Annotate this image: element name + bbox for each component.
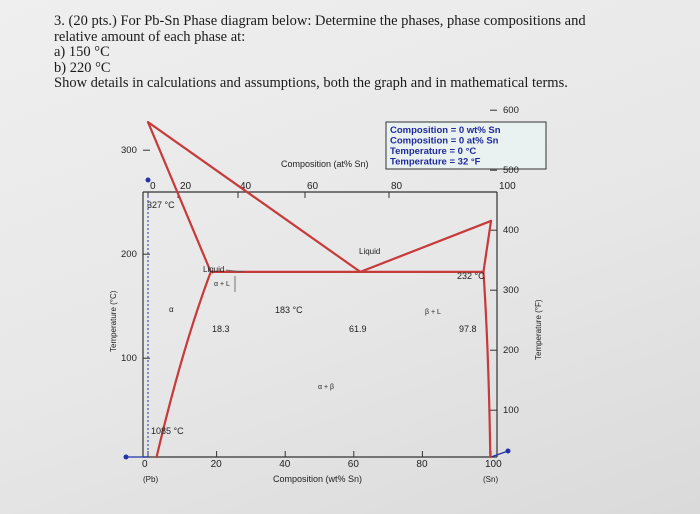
beta-solvus-line [482, 270, 492, 459]
pb-end-label: (Pb) [143, 475, 158, 484]
top-tick-label: 40 [240, 181, 252, 192]
eutectic-temp-label: 183 °C [275, 305, 303, 315]
alpha-plus-liquid-sub-label: α + L [214, 281, 230, 288]
top-axis-label: Composition (at% Sn) [281, 159, 369, 169]
liquid-label: Liquid [359, 247, 380, 256]
alpha-plus-liquid-label: Liquid [203, 265, 224, 274]
readout-line-3: Temperature = 0 °C [390, 146, 476, 157]
question-line-1: 3. (20 pts.) For Pb-Sn Phase diagram bel… [54, 13, 586, 29]
readout-line-1: Composition = 0 wt% Sn [390, 125, 501, 136]
cursor-temp-label: 1085 °C [151, 426, 184, 436]
alpha-solidus-line [146, 121, 212, 273]
question-instructions: Show details in calculations and assumpt… [54, 75, 568, 91]
right-tick-label: 300 [503, 285, 519, 296]
readout-line-2: Composition = 0 at% Sn [390, 136, 499, 147]
readout-line-4: Temperature = 32 °F [390, 157, 481, 168]
top-tick-label: 0 [150, 181, 156, 192]
left-tick-label: 300 [121, 145, 137, 156]
bottom-axis-label: Composition (wt% Sn) [273, 474, 362, 484]
top-tick-label: 100 [499, 181, 516, 192]
top-tick-label: 20 [180, 181, 192, 192]
right-tick-label: 100 [503, 405, 519, 416]
pb-melting-label: 327 °C [147, 200, 175, 210]
bottom-tick-label: 40 [279, 459, 291, 470]
alpha-liquid-callout [225, 269, 245, 273]
bottom-tick-label: 0 [142, 459, 148, 470]
alpha-plus-beta-label: α + β [318, 384, 334, 391]
question-part-a: a) 150 °C [54, 44, 110, 60]
right-tick-label: 400 [503, 225, 519, 236]
right-axis-label: Temperature (°F) [534, 299, 543, 360]
cursor-right-line [490, 450, 509, 458]
readout-box [385, 121, 547, 170]
beta-max-label: 97.8 [459, 324, 477, 334]
alpha-max-label: 18.3 [212, 324, 230, 334]
cursor-right-marker [505, 448, 511, 454]
bottom-tick-label: 20 [211, 459, 223, 470]
cursor-top-marker [145, 177, 151, 183]
beta-plus-liquid-label: β + L [425, 309, 441, 316]
left-tick-label: 200 [121, 249, 137, 260]
beta-solidus-line [482, 219, 493, 273]
sn-melting-label: 232 °C [457, 271, 485, 281]
question-part-b: b) 220 °C [54, 59, 111, 76]
top-tick-label: 80 [391, 181, 403, 192]
top-tick-label: 60 [307, 181, 319, 192]
sn-end-label: (Sn) [483, 475, 498, 484]
question-line-2: relative amount of each phase at: [54, 28, 246, 45]
left-axis-label: Temperature (°C) [109, 290, 118, 352]
eutectic-comp-label: 61.9 [349, 324, 367, 334]
bottom-tick-label: 60 [348, 459, 360, 470]
question-text: 3. (20 pts.) For Pb-Sn Phase diagram bel… [54, 13, 654, 92]
bottom-tick-label: 100 [485, 459, 502, 470]
alpha-solvus-line [155, 270, 212, 459]
left-tick-label: 100 [121, 353, 137, 364]
right-tick-label: 500 [503, 165, 519, 176]
right-tick-label: 200 [503, 345, 519, 356]
bottom-tick-label: 80 [416, 459, 428, 470]
right-tick-label: 600 [503, 105, 519, 116]
alpha-label: α [169, 305, 174, 314]
cursor-left-marker [123, 454, 129, 460]
